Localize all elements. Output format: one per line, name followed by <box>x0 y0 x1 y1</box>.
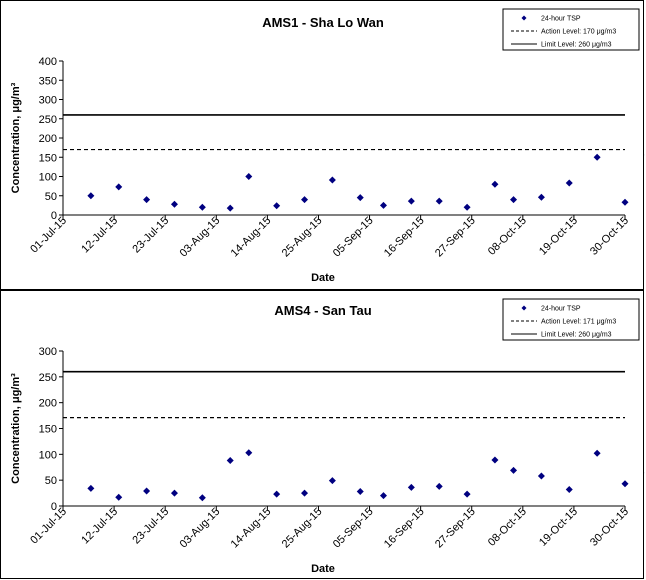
data-point <box>87 485 94 492</box>
y-tick-label: 200 <box>39 133 57 145</box>
legend-label: 24-hour TSP <box>541 16 581 23</box>
x-tick-label: 30-Oct-15 <box>588 506 631 549</box>
y-tick-label: 200 <box>39 398 57 410</box>
legend-label: Limit Level: 260 μg/m3 <box>541 42 612 49</box>
data-point <box>115 183 122 190</box>
data-point <box>538 473 545 480</box>
data-point <box>408 484 415 491</box>
y-tick-label: 300 <box>39 95 57 107</box>
data-point <box>491 181 498 188</box>
x-tick-label: 25-Aug-15 <box>280 506 325 551</box>
data-point <box>143 488 150 495</box>
data-point <box>436 198 443 205</box>
data-point <box>245 173 252 180</box>
data-point <box>357 488 364 495</box>
data-point <box>87 192 94 199</box>
legend-label: Limit Level: 260 μg/m3 <box>541 332 612 339</box>
y-tick-label: 100 <box>39 449 57 461</box>
x-tick-label: 08-Oct-15 <box>486 215 529 258</box>
x-tick-label: 03-Aug-15 <box>178 215 223 260</box>
x-tick-label: 14-Aug-15 <box>229 506 274 551</box>
data-point <box>199 494 206 501</box>
data-point <box>510 196 517 203</box>
data-point <box>245 449 252 456</box>
data-point <box>329 176 336 183</box>
data-point <box>329 477 336 484</box>
y-tick-label: 400 <box>39 56 57 68</box>
legend: 24-hour TSP Action Level: 170 μg/m3 Limit … <box>503 9 639 50</box>
y-tick-label: 50 <box>45 475 57 487</box>
data-point <box>171 201 178 208</box>
x-tick-label: 08-Oct-15 <box>486 506 529 549</box>
data-point <box>408 198 415 205</box>
data-point <box>357 194 364 201</box>
data-point <box>301 490 308 497</box>
x-tick-label: 12-Jul-15 <box>79 506 120 547</box>
x-tick-label: 16-Sep-15 <box>382 506 427 551</box>
data-point <box>171 490 178 497</box>
data-point <box>464 491 471 498</box>
y-tick-label: 150 <box>39 152 57 164</box>
y-tick-label: 250 <box>39 372 57 384</box>
x-tick-label: 30-Oct-15 <box>588 215 631 258</box>
data-point <box>594 450 601 457</box>
x-tick-label: 23-Jul-15 <box>130 215 171 256</box>
y-tick-label: 250 <box>39 114 57 126</box>
x-axis-label: Date <box>311 272 335 284</box>
data-point <box>227 457 234 464</box>
x-tick-label: 03-Aug-15 <box>178 506 223 551</box>
data-point <box>566 486 573 493</box>
x-tick-label: 19-Oct-15 <box>537 506 580 549</box>
data-point <box>380 492 387 499</box>
data-point <box>380 202 387 209</box>
x-tick-label: 12-Jul-15 <box>79 215 120 256</box>
x-tick-label: 25-Aug-15 <box>280 215 325 260</box>
legend-label: Action Level: 171 μg/m3 <box>541 319 616 326</box>
data-point <box>566 180 573 187</box>
chart-title: AMS4 - San Tau <box>274 303 371 318</box>
x-tick-label: 27-Sep-15 <box>433 506 478 551</box>
data-point <box>622 480 629 487</box>
data-point <box>199 204 206 211</box>
x-axis-label: Date <box>311 563 335 575</box>
data-point <box>464 204 471 211</box>
x-tick-label: 05-Sep-15 <box>331 215 376 260</box>
data-point <box>491 457 498 464</box>
y-tick-label: 300 <box>39 346 57 358</box>
data-point <box>436 483 443 490</box>
y-axis-label: Concentration, μg/m³ <box>10 373 22 484</box>
data-point <box>510 467 517 474</box>
data-point <box>273 491 280 498</box>
data-point <box>115 494 122 501</box>
y-axis-label: Concentration, μg/m³ <box>10 82 22 193</box>
x-tick-label: 01-Jul-15 <box>28 215 69 256</box>
data-point <box>301 196 308 203</box>
x-tick-label: 05-Sep-15 <box>331 506 376 551</box>
legend-label: 24-hour TSP <box>541 306 581 313</box>
chart-ams4: AMS4 - San Tau05010015020025030001-Jul-1… <box>1 291 645 580</box>
data-point <box>622 199 629 206</box>
y-tick-label: 350 <box>39 75 57 87</box>
data-point <box>227 205 234 212</box>
x-tick-label: 23-Jul-15 <box>130 506 171 547</box>
data-point <box>538 194 545 201</box>
x-tick-label: 16-Sep-15 <box>382 215 427 260</box>
y-tick-label: 50 <box>45 191 57 203</box>
chart-ams1: AMS1 - Sha Lo Wan05010015020025030035040… <box>1 1 645 291</box>
data-point <box>594 154 601 161</box>
x-tick-label: 19-Oct-15 <box>537 215 580 258</box>
x-tick-label: 14-Aug-15 <box>229 215 274 260</box>
chart-title: AMS1 - Sha Lo Wan <box>262 15 384 30</box>
data-point <box>143 196 150 203</box>
legend-label: Action Level: 170 μg/m3 <box>541 29 616 36</box>
legend: 24-hour TSP Action Level: 171 μg/m3 Limit … <box>503 299 639 340</box>
y-tick-label: 100 <box>39 172 57 184</box>
x-tick-label: 27-Sep-15 <box>433 215 478 260</box>
y-tick-label: 150 <box>39 424 57 436</box>
x-tick-label: 01-Jul-15 <box>28 506 69 547</box>
data-point <box>273 202 280 209</box>
